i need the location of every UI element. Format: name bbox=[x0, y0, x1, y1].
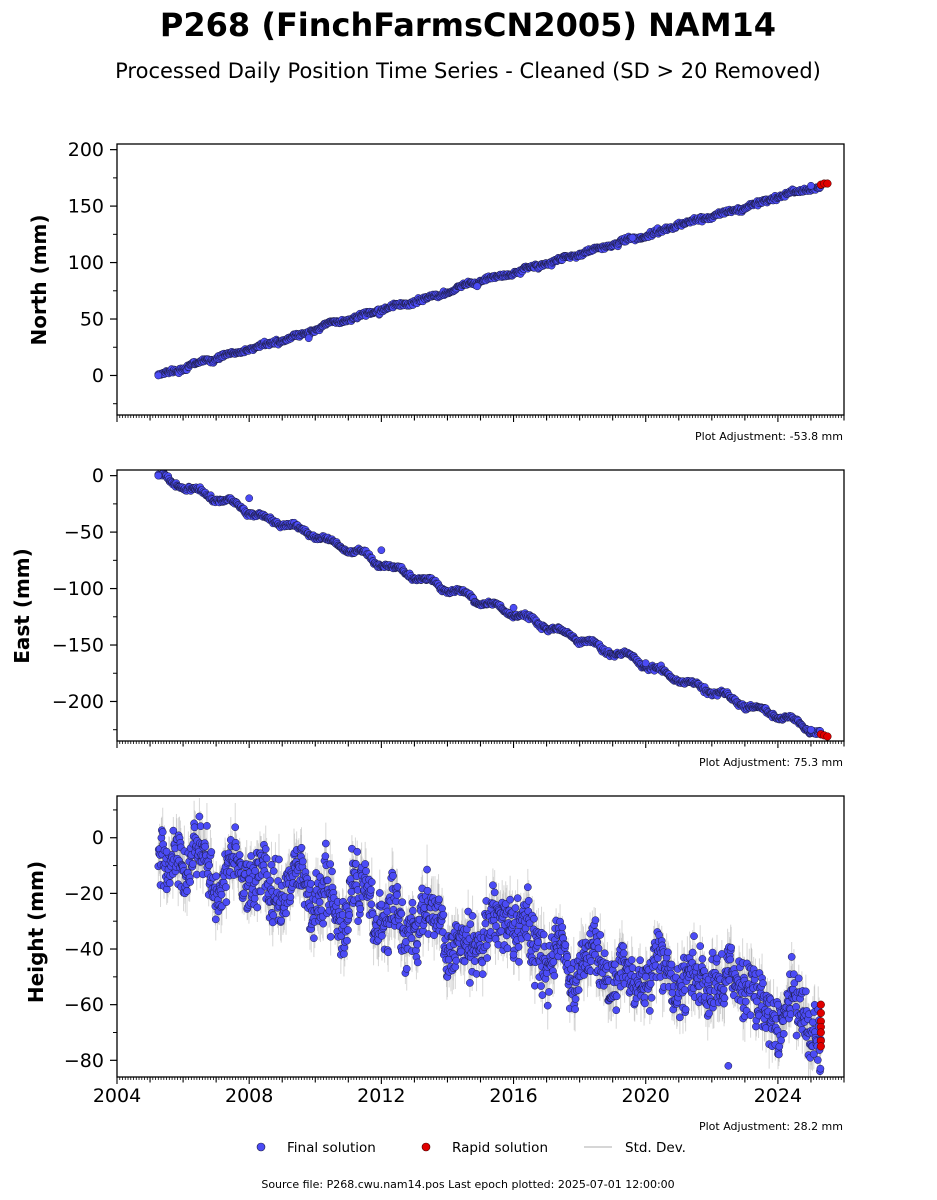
north-ytick-label: 100 bbox=[68, 252, 104, 274]
chart-title: P268 (FinchFarmsCN2005) NAM14 bbox=[160, 6, 776, 44]
east-final-points bbox=[154, 470, 825, 739]
north-plot-adjustment: Plot Adjustment: -53.8 mm bbox=[695, 430, 843, 443]
east-panel: East (mm) Plot Adjustment: 75.3 mm 0 −50 −… bbox=[10, 465, 845, 769]
north-ytick-label: 150 bbox=[68, 196, 104, 218]
east-ytick-label: −150 bbox=[52, 635, 104, 657]
east-rapid-point bbox=[823, 732, 832, 741]
north-final-point bbox=[628, 233, 637, 242]
east-final-point bbox=[807, 725, 815, 734]
chart-subtitle: Processed Daily Position Time Series - C… bbox=[115, 59, 821, 83]
east-rapid-points bbox=[816, 730, 832, 741]
north-final-point bbox=[807, 181, 815, 190]
east-final-point bbox=[641, 659, 650, 667]
east-final-point bbox=[154, 471, 163, 480]
north-final-point bbox=[473, 282, 482, 291]
north-final-point bbox=[304, 334, 313, 343]
east-ytick-label: −50 bbox=[64, 522, 104, 544]
height-panel: Height (mm) Plot Adjustment: 28.2 mm 0−2… bbox=[24, 795, 845, 1133]
north-final-point bbox=[154, 371, 163, 380]
north-rapid-point bbox=[823, 179, 832, 188]
north-ytick-label: 0 bbox=[92, 365, 104, 387]
east-plot-adjustment: Plot Adjustment: 75.3 mm bbox=[699, 756, 843, 769]
height-ylabel: Height (mm) bbox=[24, 861, 48, 1003]
east-ylabel: East (mm) bbox=[10, 548, 34, 664]
north-ylabel: North (mm) bbox=[27, 214, 51, 345]
east-ytick-label: −200 bbox=[52, 691, 104, 713]
east-final-point bbox=[377, 546, 386, 555]
north-panel: North (mm) Plot Adjustment: -53.8 mm 0 50… bbox=[27, 139, 845, 443]
north-ytick-label: 200 bbox=[68, 139, 104, 161]
east-ytick-label: 0 bbox=[92, 465, 104, 487]
north-ytick-label: 50 bbox=[80, 309, 104, 331]
east-final-point bbox=[509, 603, 518, 612]
east-final-point bbox=[245, 494, 254, 503]
height-plot-adjustment: Plot Adjustment: 28.2 mm bbox=[699, 1120, 843, 1133]
east-ytick-label: −100 bbox=[52, 578, 104, 600]
north-final-points bbox=[154, 181, 825, 380]
north-rapid-points bbox=[816, 179, 832, 189]
